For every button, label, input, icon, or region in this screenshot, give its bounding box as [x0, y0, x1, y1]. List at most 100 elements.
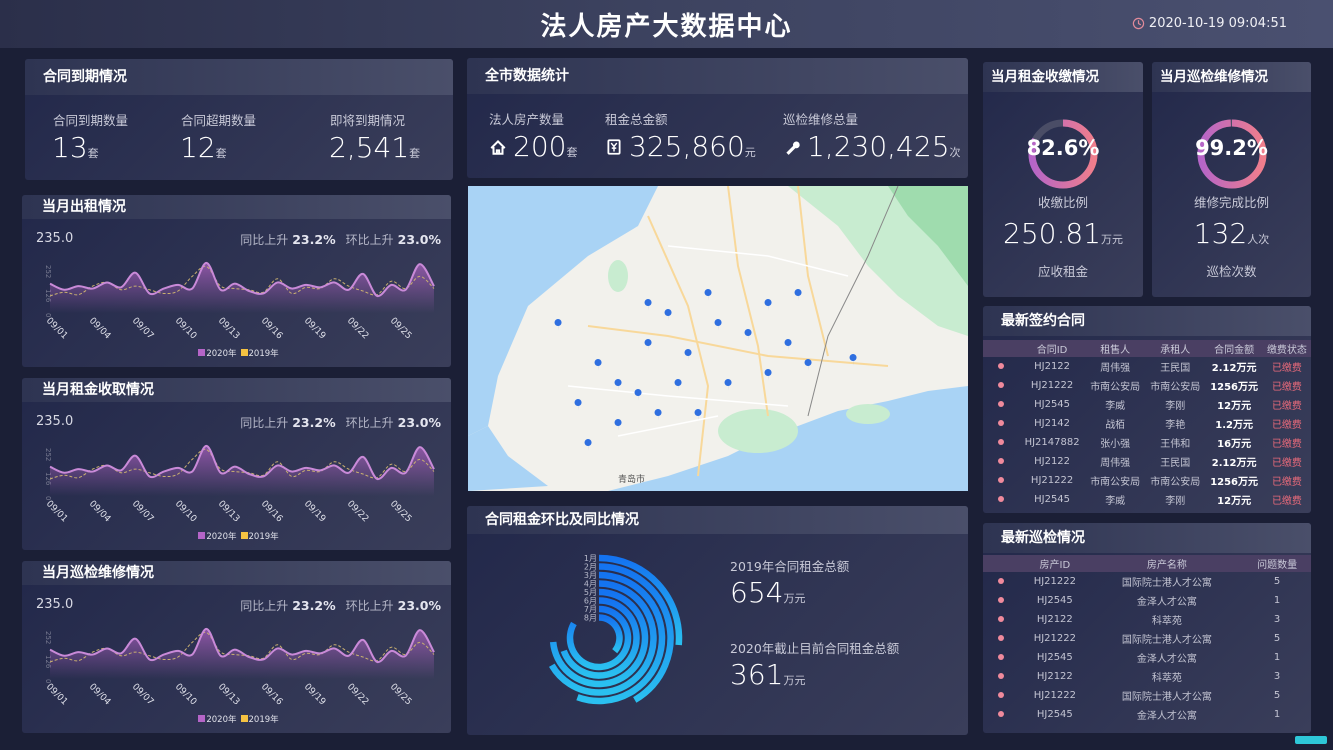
table-cell: 李艳 [1165, 420, 1186, 431]
table-cell: 1 [1273, 652, 1281, 663]
table-cell: 1 [1273, 595, 1281, 606]
table-row[interactable]: HJ2147882 张小强 王伟和 16万元 已缴费 [983, 433, 1311, 452]
table-row[interactable]: HJ2142 战栢 李艳 1.2万元 已缴费 [983, 414, 1311, 433]
row-marker [983, 572, 1019, 591]
map-marker[interactable] [594, 359, 602, 371]
status-dot [998, 382, 1004, 388]
progress-ring [1028, 119, 1098, 189]
legend-label[interactable]: 2019年 [248, 532, 279, 542]
panel-title: 全市数据统计 [467, 58, 968, 94]
table-cell: 已缴费 [1271, 420, 1302, 431]
table-row[interactable]: HJ21222 国际院士港人才公寓 5 [983, 629, 1311, 648]
map-marker[interactable] [584, 439, 592, 451]
category-label: 1月 [584, 554, 597, 563]
yoy-label: 同比上升 [240, 416, 289, 430]
map-marker[interactable] [849, 354, 857, 366]
map-marker[interactable] [614, 379, 622, 391]
table-row[interactable]: HJ21222 市南公安局 市南公安局 1256万元 已缴费 [983, 376, 1311, 395]
progress-arc [1197, 119, 1267, 189]
metric-number: 250.81 [1003, 217, 1101, 250]
table-row[interactable]: HJ2122 科萃苑 3 [983, 610, 1311, 629]
status-dot [998, 711, 1004, 717]
legend-label[interactable]: 2020年 [206, 715, 237, 725]
map-marker[interactable] [654, 409, 662, 421]
line-chart: 252 126 009/01 09/04 09/07 09/10 09/13 09/16 09/… [44, 261, 435, 342]
legend-label[interactable]: 2019年 [248, 715, 279, 725]
row-marker [983, 490, 1019, 509]
stat-value: 12套 [180, 131, 227, 164]
wrench-icon [783, 138, 801, 160]
y-tick-label: 0 [44, 313, 52, 317]
table-cell: 李刚 [1165, 401, 1186, 412]
map-marker[interactable] [804, 359, 812, 371]
x-tick-label: 09/01 [44, 316, 69, 341]
table-cell: 张小强 [1100, 439, 1131, 450]
map-marker[interactable] [644, 339, 652, 351]
map-marker[interactable] [614, 419, 622, 431]
row-marker [983, 705, 1019, 724]
legend-label[interactable]: 2019年 [248, 349, 279, 359]
stat-value: 200套 [489, 130, 577, 163]
legend-label[interactable]: 2020年 [206, 349, 237, 359]
map-marker[interactable] [714, 319, 722, 331]
table-row[interactable]: HJ21222 市南公安局 市南公安局 1256万元 已缴费 [983, 471, 1311, 490]
table-cell: 周伟强 [1100, 458, 1131, 469]
polar-bar [566, 605, 632, 671]
stat-number: 12 [180, 131, 216, 164]
legend-label[interactable]: 2020年 [206, 532, 237, 542]
chart-legend: 2020年 2019年 [22, 347, 451, 359]
row-marker [983, 648, 1019, 667]
table-row[interactable]: HJ2122 科萃苑 3 [983, 667, 1311, 686]
table-row[interactable]: HJ2545 李威 李刚 12万元 已缴费 [983, 490, 1311, 509]
city-map[interactable]: 青岛市 [468, 186, 968, 491]
row-marker [983, 414, 1019, 433]
map-marker[interactable] [634, 389, 642, 401]
table-row[interactable]: HJ2545 李威 李刚 12万元 已缴费 [983, 395, 1311, 414]
map-marker[interactable] [724, 379, 732, 391]
map-marker[interactable] [574, 399, 582, 411]
map-marker[interactable] [794, 289, 802, 301]
legend-swatch [240, 715, 248, 722]
map-marker[interactable] [554, 319, 562, 331]
map-marker[interactable] [694, 409, 702, 421]
map-marker[interactable] [684, 349, 692, 361]
table-cell: HJ2122 [1036, 671, 1073, 682]
map-marker[interactable] [674, 379, 682, 391]
table-row[interactable]: HJ2122 周伟强 王民国 2.12万元 已缴费 [983, 452, 1311, 471]
stat-number: 2,541 [329, 131, 410, 164]
table-cell: 2.12万元 [1211, 458, 1257, 469]
table-row[interactable]: HJ21222 国际院士港人才公寓 5 [983, 686, 1311, 705]
map-marker[interactable] [644, 299, 652, 311]
table-row[interactable]: HJ2545 金泽人才公寓 1 [983, 648, 1311, 667]
panel-title: 当月租金收缴情况 [983, 62, 1143, 92]
category-label: 6月 [584, 597, 597, 606]
status-dot [998, 420, 1004, 426]
table-row[interactable]: HJ21222 国际院士港人才公寓 5 [983, 572, 1311, 591]
percent-value: 82.6% [1026, 136, 1100, 160]
category-label: 7月 [584, 605, 597, 614]
growth-stats: 同比上升 23.2% 环比上升 23.0% [240, 231, 441, 248]
rental-chart-panel: 当月出租情况 235.0 同比上升 23.2% 环比上升 23.0% 252 126 0 09/0… [22, 195, 451, 367]
category-label: 2月 [584, 563, 597, 572]
map-marker[interactable] [784, 339, 792, 351]
metric-number: 132 [1193, 217, 1248, 250]
table-row[interactable]: HJ2122 周伟强 王民国 2.12万元 已缴费 [983, 357, 1311, 376]
stat-label: 法人房产数量 [489, 112, 565, 127]
map-marker[interactable] [764, 299, 772, 311]
map-marker[interactable] [664, 309, 672, 321]
metric-unit: 万元 [1100, 233, 1123, 246]
map-marker[interactable] [744, 329, 752, 341]
panel-title: 当月出租情况 [22, 195, 451, 219]
stat-number: 1,230,425 [807, 130, 950, 163]
table-cell: HJ2122 [1036, 614, 1073, 625]
polar-bar [598, 563, 674, 703]
map-marker[interactable] [704, 289, 712, 301]
table-cell: 国际院士港人才公寓 [1121, 692, 1212, 703]
x-tick-label: 09/07 [130, 316, 155, 341]
rent-comparison-panel: 合同租金环比及同比情况 1月 2月 3月 4月 5月 6月 7月 8月 2019年合同租金总额… [467, 506, 968, 735]
x-tick-label: 09/04 [87, 316, 113, 342]
table-row[interactable]: HJ2545 金泽人才公寓 1 [983, 591, 1311, 610]
table-row[interactable]: HJ2545 金泽人才公寓 1 [983, 705, 1311, 724]
map-marker[interactable] [764, 369, 772, 381]
